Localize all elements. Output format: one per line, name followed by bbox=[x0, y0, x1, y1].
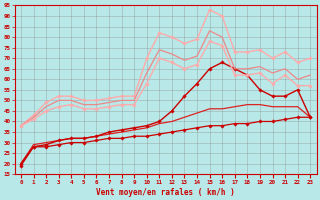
X-axis label: Vent moyen/en rafales ( km/h ): Vent moyen/en rafales ( km/h ) bbox=[96, 188, 235, 197]
